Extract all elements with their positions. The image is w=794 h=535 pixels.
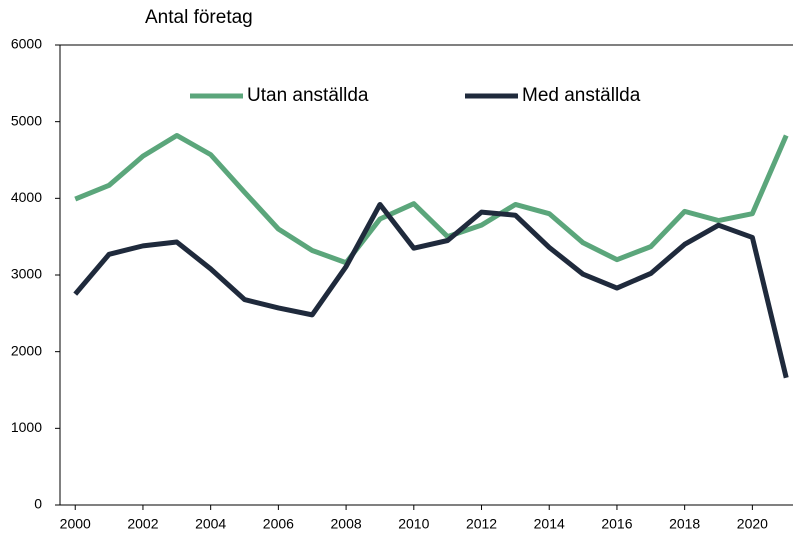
x-tick-label: 2018 xyxy=(669,516,700,532)
y-tick-label: 5000 xyxy=(11,112,42,128)
x-tick-label: 2014 xyxy=(534,516,565,532)
x-tick-label: 2012 xyxy=(466,516,497,532)
y-tick-label: 6000 xyxy=(11,36,42,52)
axis-title: Antal företag xyxy=(145,7,253,28)
x-tick-label: 2010 xyxy=(398,516,429,532)
y-tick-label: 2000 xyxy=(11,342,42,358)
x-tick-label: 2004 xyxy=(195,516,226,532)
y-tick-label: 4000 xyxy=(11,189,42,205)
x-tick-label: 2006 xyxy=(263,516,294,532)
x-tick-label: 2008 xyxy=(331,516,362,532)
y-tick-label: 3000 xyxy=(11,266,42,282)
legend-label: Utan anställda xyxy=(247,85,369,106)
series-line xyxy=(74,132,789,266)
x-tick-label: 2020 xyxy=(737,516,768,532)
x-tick-label: 2016 xyxy=(601,516,632,532)
legend-label: Med anställda xyxy=(522,85,641,106)
y-tick-label: 0 xyxy=(34,496,42,512)
series-line xyxy=(73,201,789,379)
x-tick-label: 2000 xyxy=(60,516,91,532)
x-tick-label: 2002 xyxy=(127,516,158,532)
y-tick-label: 1000 xyxy=(11,419,42,435)
